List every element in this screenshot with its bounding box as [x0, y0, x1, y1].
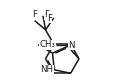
Text: F: F	[47, 14, 52, 23]
Text: NH: NH	[41, 65, 54, 74]
Text: N: N	[68, 41, 75, 50]
Text: F: F	[32, 10, 37, 19]
Text: CH₃: CH₃	[39, 40, 55, 49]
Text: F: F	[44, 10, 49, 19]
